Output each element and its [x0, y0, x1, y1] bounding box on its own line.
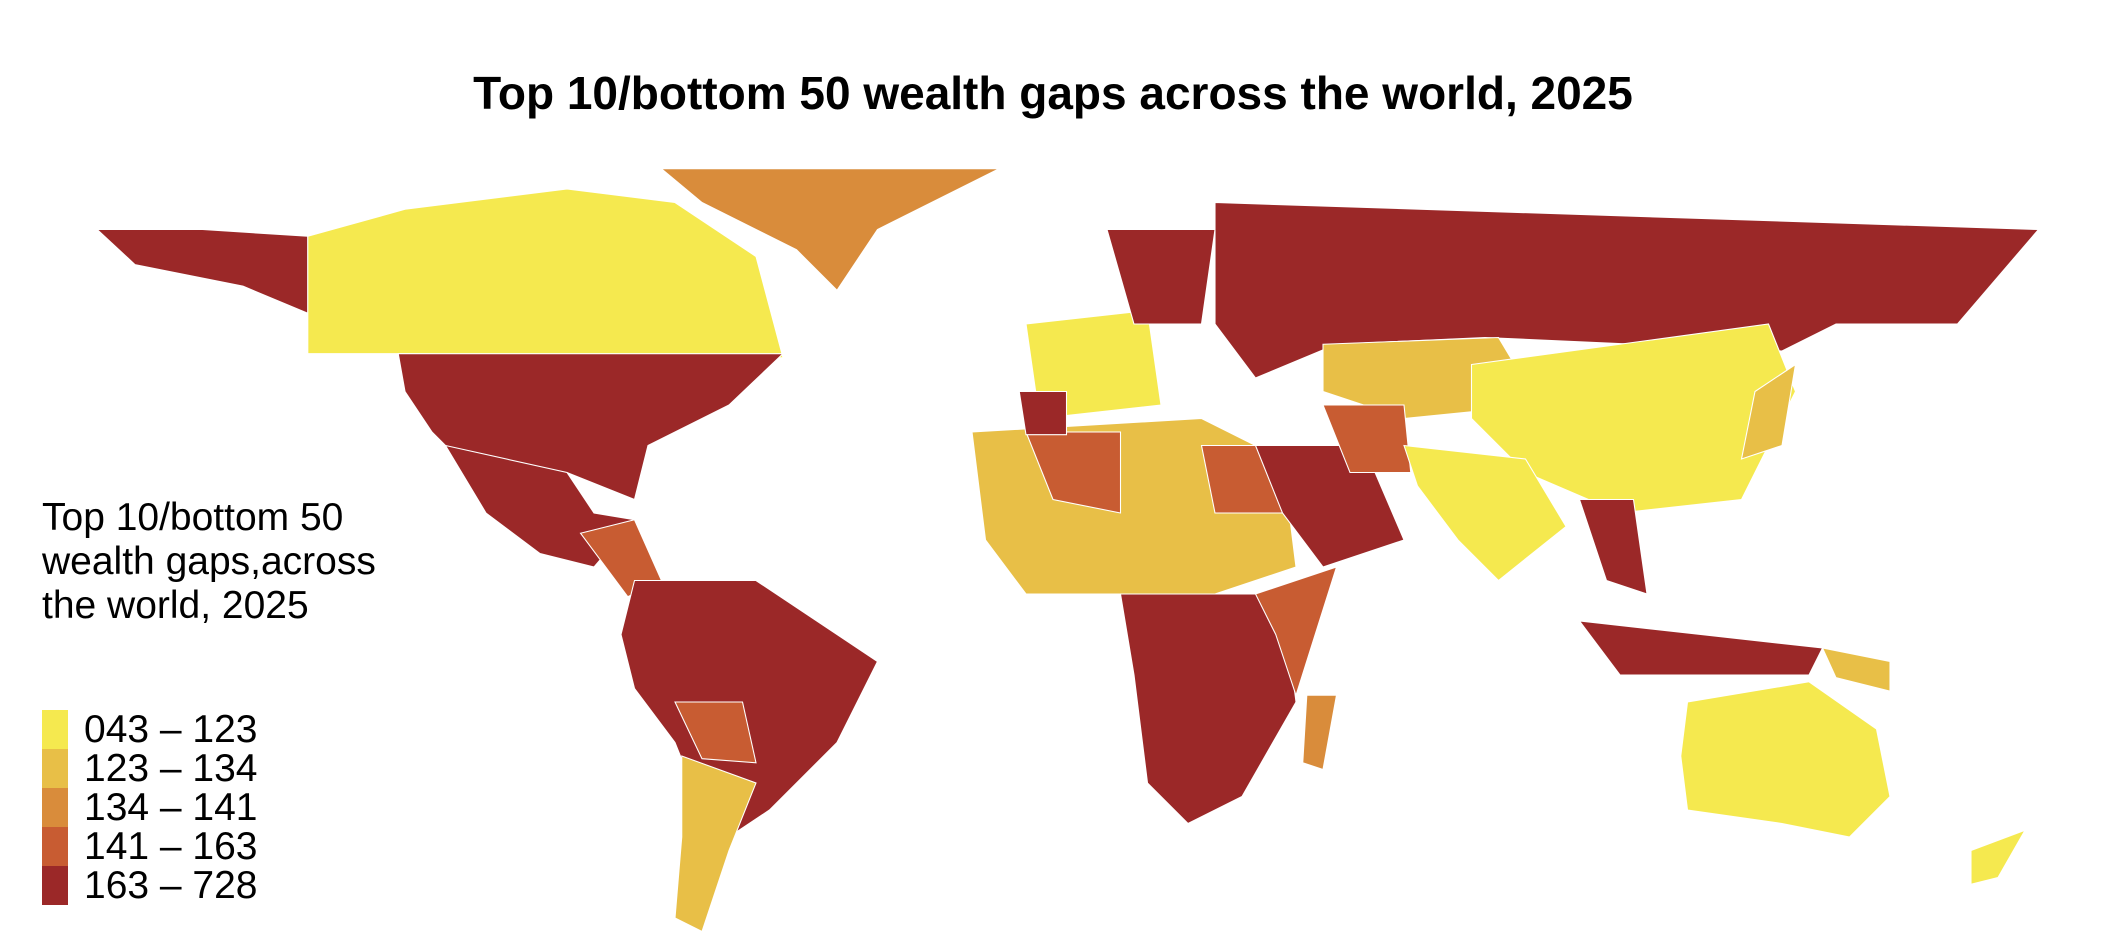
legend-swatch [42, 788, 68, 827]
legend-item: 163 – 728 [42, 863, 258, 907]
country-region [1025, 431, 1122, 514]
country-region [674, 755, 757, 933]
country-region [307, 188, 784, 359]
legend-label: 134 – 141 [84, 785, 258, 829]
country-region [1970, 829, 2027, 885]
country-region [660, 168, 1000, 292]
country-region [1403, 444, 1567, 582]
country-region [1018, 390, 1068, 436]
country-region [1322, 404, 1412, 474]
country-region [1470, 323, 1797, 514]
country-region [1119, 593, 1297, 825]
country-region [1302, 694, 1338, 771]
country-region [1821, 647, 1891, 692]
legend-item: 141 – 163 [42, 824, 258, 868]
country-region [1740, 363, 1797, 460]
country-region [674, 701, 757, 764]
country-region [1578, 498, 1648, 595]
legend-label: 163 – 728 [84, 863, 258, 907]
country-region [1254, 566, 1338, 697]
legend-swatch [42, 827, 68, 866]
country-region [1680, 681, 1891, 838]
legend-item: 043 – 123 [42, 707, 258, 751]
legend-swatch [42, 710, 68, 749]
country-region [95, 228, 309, 315]
legend-item: 123 – 134 [42, 746, 258, 790]
legend-label: 141 – 163 [84, 824, 258, 868]
map-title: Top 10/bottom 50 wealth gaps across the … [473, 67, 1633, 119]
legend-label: 043 – 123 [84, 707, 258, 751]
country-region [1578, 620, 1824, 676]
legend-swatch [42, 749, 68, 788]
legend-title: Top 10/bottom 50 wealth gaps,across the … [42, 496, 376, 627]
country-region [397, 353, 785, 501]
legend-label: 123 – 134 [84, 746, 258, 790]
country-region [1106, 228, 1216, 325]
legend-swatch [42, 866, 68, 905]
legend: 043 – 123 123 – 134 134 – 141 141 – 163 163 … [42, 707, 258, 907]
legend-item: 134 – 141 [42, 785, 258, 829]
